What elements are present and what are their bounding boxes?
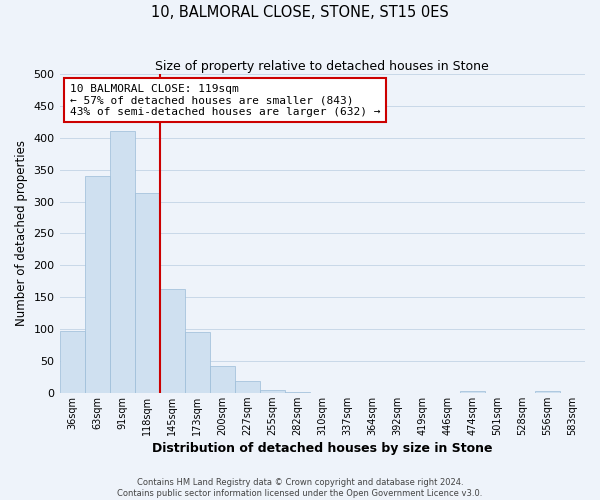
Bar	[535, 391, 560, 393]
Bar	[460, 391, 485, 393]
Bar	[59, 331, 85, 393]
Text: 10, BALMORAL CLOSE, STONE, ST15 0ES: 10, BALMORAL CLOSE, STONE, ST15 0ES	[151, 5, 449, 20]
Text: Contains HM Land Registry data © Crown copyright and database right 2024.
Contai: Contains HM Land Registry data © Crown c…	[118, 478, 482, 498]
Y-axis label: Number of detached properties: Number of detached properties	[15, 140, 28, 326]
Bar	[85, 176, 110, 393]
Bar	[285, 392, 310, 393]
Bar	[185, 332, 209, 393]
Text: 10 BALMORAL CLOSE: 119sqm
← 57% of detached houses are smaller (843)
43% of semi: 10 BALMORAL CLOSE: 119sqm ← 57% of detac…	[70, 84, 380, 117]
Bar	[209, 366, 235, 393]
Bar	[110, 131, 134, 393]
X-axis label: Distribution of detached houses by size in Stone: Distribution of detached houses by size …	[152, 442, 493, 455]
Bar	[134, 194, 160, 393]
Bar	[260, 390, 285, 393]
Title: Size of property relative to detached houses in Stone: Size of property relative to detached ho…	[155, 60, 489, 73]
Bar	[235, 380, 260, 393]
Bar	[160, 289, 185, 393]
